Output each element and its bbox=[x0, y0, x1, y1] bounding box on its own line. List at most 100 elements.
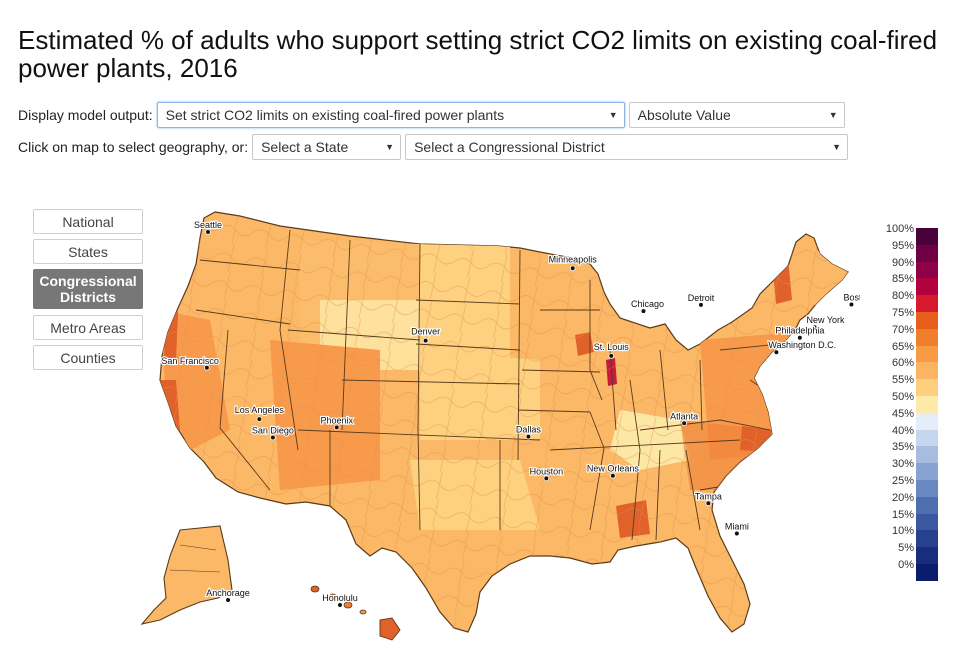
city-dot bbox=[698, 302, 704, 308]
city-label: Dallas bbox=[516, 425, 542, 435]
district-select[interactable]: Select a Congressional District ▼ bbox=[405, 134, 849, 160]
chevron-down-icon: ▼ bbox=[832, 142, 842, 152]
legend-label: 45% bbox=[891, 407, 914, 420]
hawaii[interactable] bbox=[310, 585, 401, 641]
legend-swatch bbox=[916, 547, 938, 564]
city-label: Honolulu bbox=[322, 593, 358, 603]
legend-swatch bbox=[916, 379, 938, 396]
geography-button-states[interactable]: States bbox=[33, 239, 143, 264]
display-controls: Display model output: Set strict CO2 lim… bbox=[18, 102, 849, 128]
legend-swatch bbox=[916, 429, 938, 447]
city-dot bbox=[773, 349, 780, 355]
legend-label: 35% bbox=[891, 441, 914, 454]
legend-label: 60% bbox=[891, 357, 914, 370]
city-label: San Diego bbox=[252, 425, 294, 435]
district-select-value: Select a Congressional District bbox=[414, 139, 605, 155]
legend-label: 55% bbox=[891, 374, 914, 387]
us-map-svg[interactable]: Seattle Minneapolis Boston Detroit Chicago Ne… bbox=[120, 200, 873, 650]
city-tampa: Tampa bbox=[694, 490, 723, 507]
city-label: Washington D.C. bbox=[768, 340, 836, 350]
city-dot bbox=[569, 265, 576, 272]
city-label: Miami bbox=[725, 522, 749, 532]
legend-swatch bbox=[916, 446, 938, 464]
city-label: Seattle bbox=[194, 220, 222, 230]
geography-button-metro-areas[interactable]: Metro Areas bbox=[33, 315, 143, 340]
city-dot bbox=[797, 334, 803, 341]
model-output-value: Set strict CO2 limits on existing coal-f… bbox=[165, 107, 505, 123]
city-label: New Orleans bbox=[587, 464, 640, 474]
city-denver: Denver bbox=[410, 326, 441, 344]
legend-label: 20% bbox=[891, 491, 914, 504]
legend-swatch bbox=[916, 228, 938, 245]
chevron-down-icon: ▼ bbox=[385, 142, 395, 152]
geography-button-counties[interactable]: Counties bbox=[33, 345, 143, 370]
legend-label: 40% bbox=[891, 424, 914, 437]
city-dot bbox=[337, 602, 343, 608]
value-type-value: Absolute Value bbox=[637, 107, 731, 123]
legend-swatch bbox=[916, 412, 938, 430]
city-honolulu: Honolulu bbox=[321, 592, 359, 608]
city-label: Detroit bbox=[688, 293, 715, 303]
city-label: Tampa bbox=[695, 491, 722, 501]
value-type-select[interactable]: Absolute Value ▼ bbox=[628, 102, 845, 128]
city-boston: Boston bbox=[842, 291, 873, 308]
legend-label: 90% bbox=[891, 256, 914, 269]
legend-swatch bbox=[916, 564, 938, 581]
legend-label: 10% bbox=[891, 525, 914, 538]
legend-swatch bbox=[916, 480, 938, 497]
legend-label: 25% bbox=[891, 475, 914, 487]
city-new-york: New York bbox=[805, 314, 846, 331]
legend-label: 80% bbox=[891, 290, 914, 303]
city-label: New York bbox=[807, 315, 846, 325]
city-label: Los Angeles bbox=[235, 405, 285, 415]
legend-label: 15% bbox=[891, 508, 914, 521]
legend-swatch bbox=[916, 530, 938, 548]
city-st-louis: St. Louis bbox=[593, 341, 630, 359]
geography-controls: Click on map to select geography, or: Se… bbox=[18, 134, 852, 160]
legend-label: 70% bbox=[891, 323, 914, 336]
city-dot bbox=[225, 597, 231, 603]
legend-swatch bbox=[916, 396, 938, 413]
city-san-diego: San Diego bbox=[251, 424, 295, 441]
city-los-angeles: Los Angeles bbox=[234, 404, 285, 422]
geography-select-label: Click on map to select geography, or: bbox=[18, 139, 249, 155]
city-dot bbox=[734, 530, 740, 537]
city-label: Atlanta bbox=[670, 411, 698, 421]
city-label: Chicago bbox=[631, 299, 664, 309]
city-dot bbox=[848, 301, 855, 308]
city-label: Phoenix bbox=[320, 415, 353, 425]
choropleth-map[interactable]: Seattle Minneapolis Boston Detroit Chicago Ne… bbox=[120, 200, 873, 650]
legend-swatch bbox=[916, 295, 938, 312]
legend-label: 85% bbox=[891, 273, 914, 286]
city-detroit: Detroit bbox=[687, 292, 716, 308]
city-houston: Houston bbox=[528, 465, 564, 482]
city-dot bbox=[608, 353, 615, 359]
page-title: Estimated % of adults who support settin… bbox=[18, 25, 938, 83]
city-label: Houston bbox=[530, 466, 564, 476]
chevron-down-icon: ▼ bbox=[608, 110, 618, 120]
city-dot bbox=[204, 364, 210, 371]
legend-swatch bbox=[916, 496, 938, 514]
city-dot bbox=[705, 500, 712, 507]
city-anchorage: Anchorage bbox=[205, 587, 251, 603]
display-model-label: Display model output: bbox=[18, 107, 153, 123]
city-dot bbox=[543, 475, 550, 482]
city-new-orleans: New Orleans bbox=[586, 463, 640, 479]
alaska[interactable] bbox=[140, 525, 233, 625]
legend-label: 5% bbox=[898, 542, 914, 555]
legend-swatch bbox=[916, 328, 938, 346]
legend-swatch bbox=[916, 362, 938, 380]
city-dot bbox=[333, 424, 340, 431]
geography-button-national[interactable]: National bbox=[33, 209, 143, 234]
city-dallas: Dallas bbox=[515, 424, 543, 440]
city-minneapolis: Minneapolis bbox=[548, 253, 598, 272]
geography-button-congressional-districts[interactable]: Congressional Districts bbox=[33, 269, 143, 309]
model-output-select[interactable]: Set strict CO2 limits on existing coal-f… bbox=[156, 102, 625, 128]
city-dot bbox=[422, 337, 429, 344]
city-dot bbox=[525, 433, 532, 440]
state-select[interactable]: Select a State ▼ bbox=[252, 134, 402, 160]
city-washington-d-c: Washington D.C. bbox=[767, 339, 837, 355]
city-chicago: Chicago bbox=[630, 298, 665, 314]
legend-label: 65% bbox=[891, 340, 914, 353]
legend-swatch bbox=[916, 261, 938, 279]
